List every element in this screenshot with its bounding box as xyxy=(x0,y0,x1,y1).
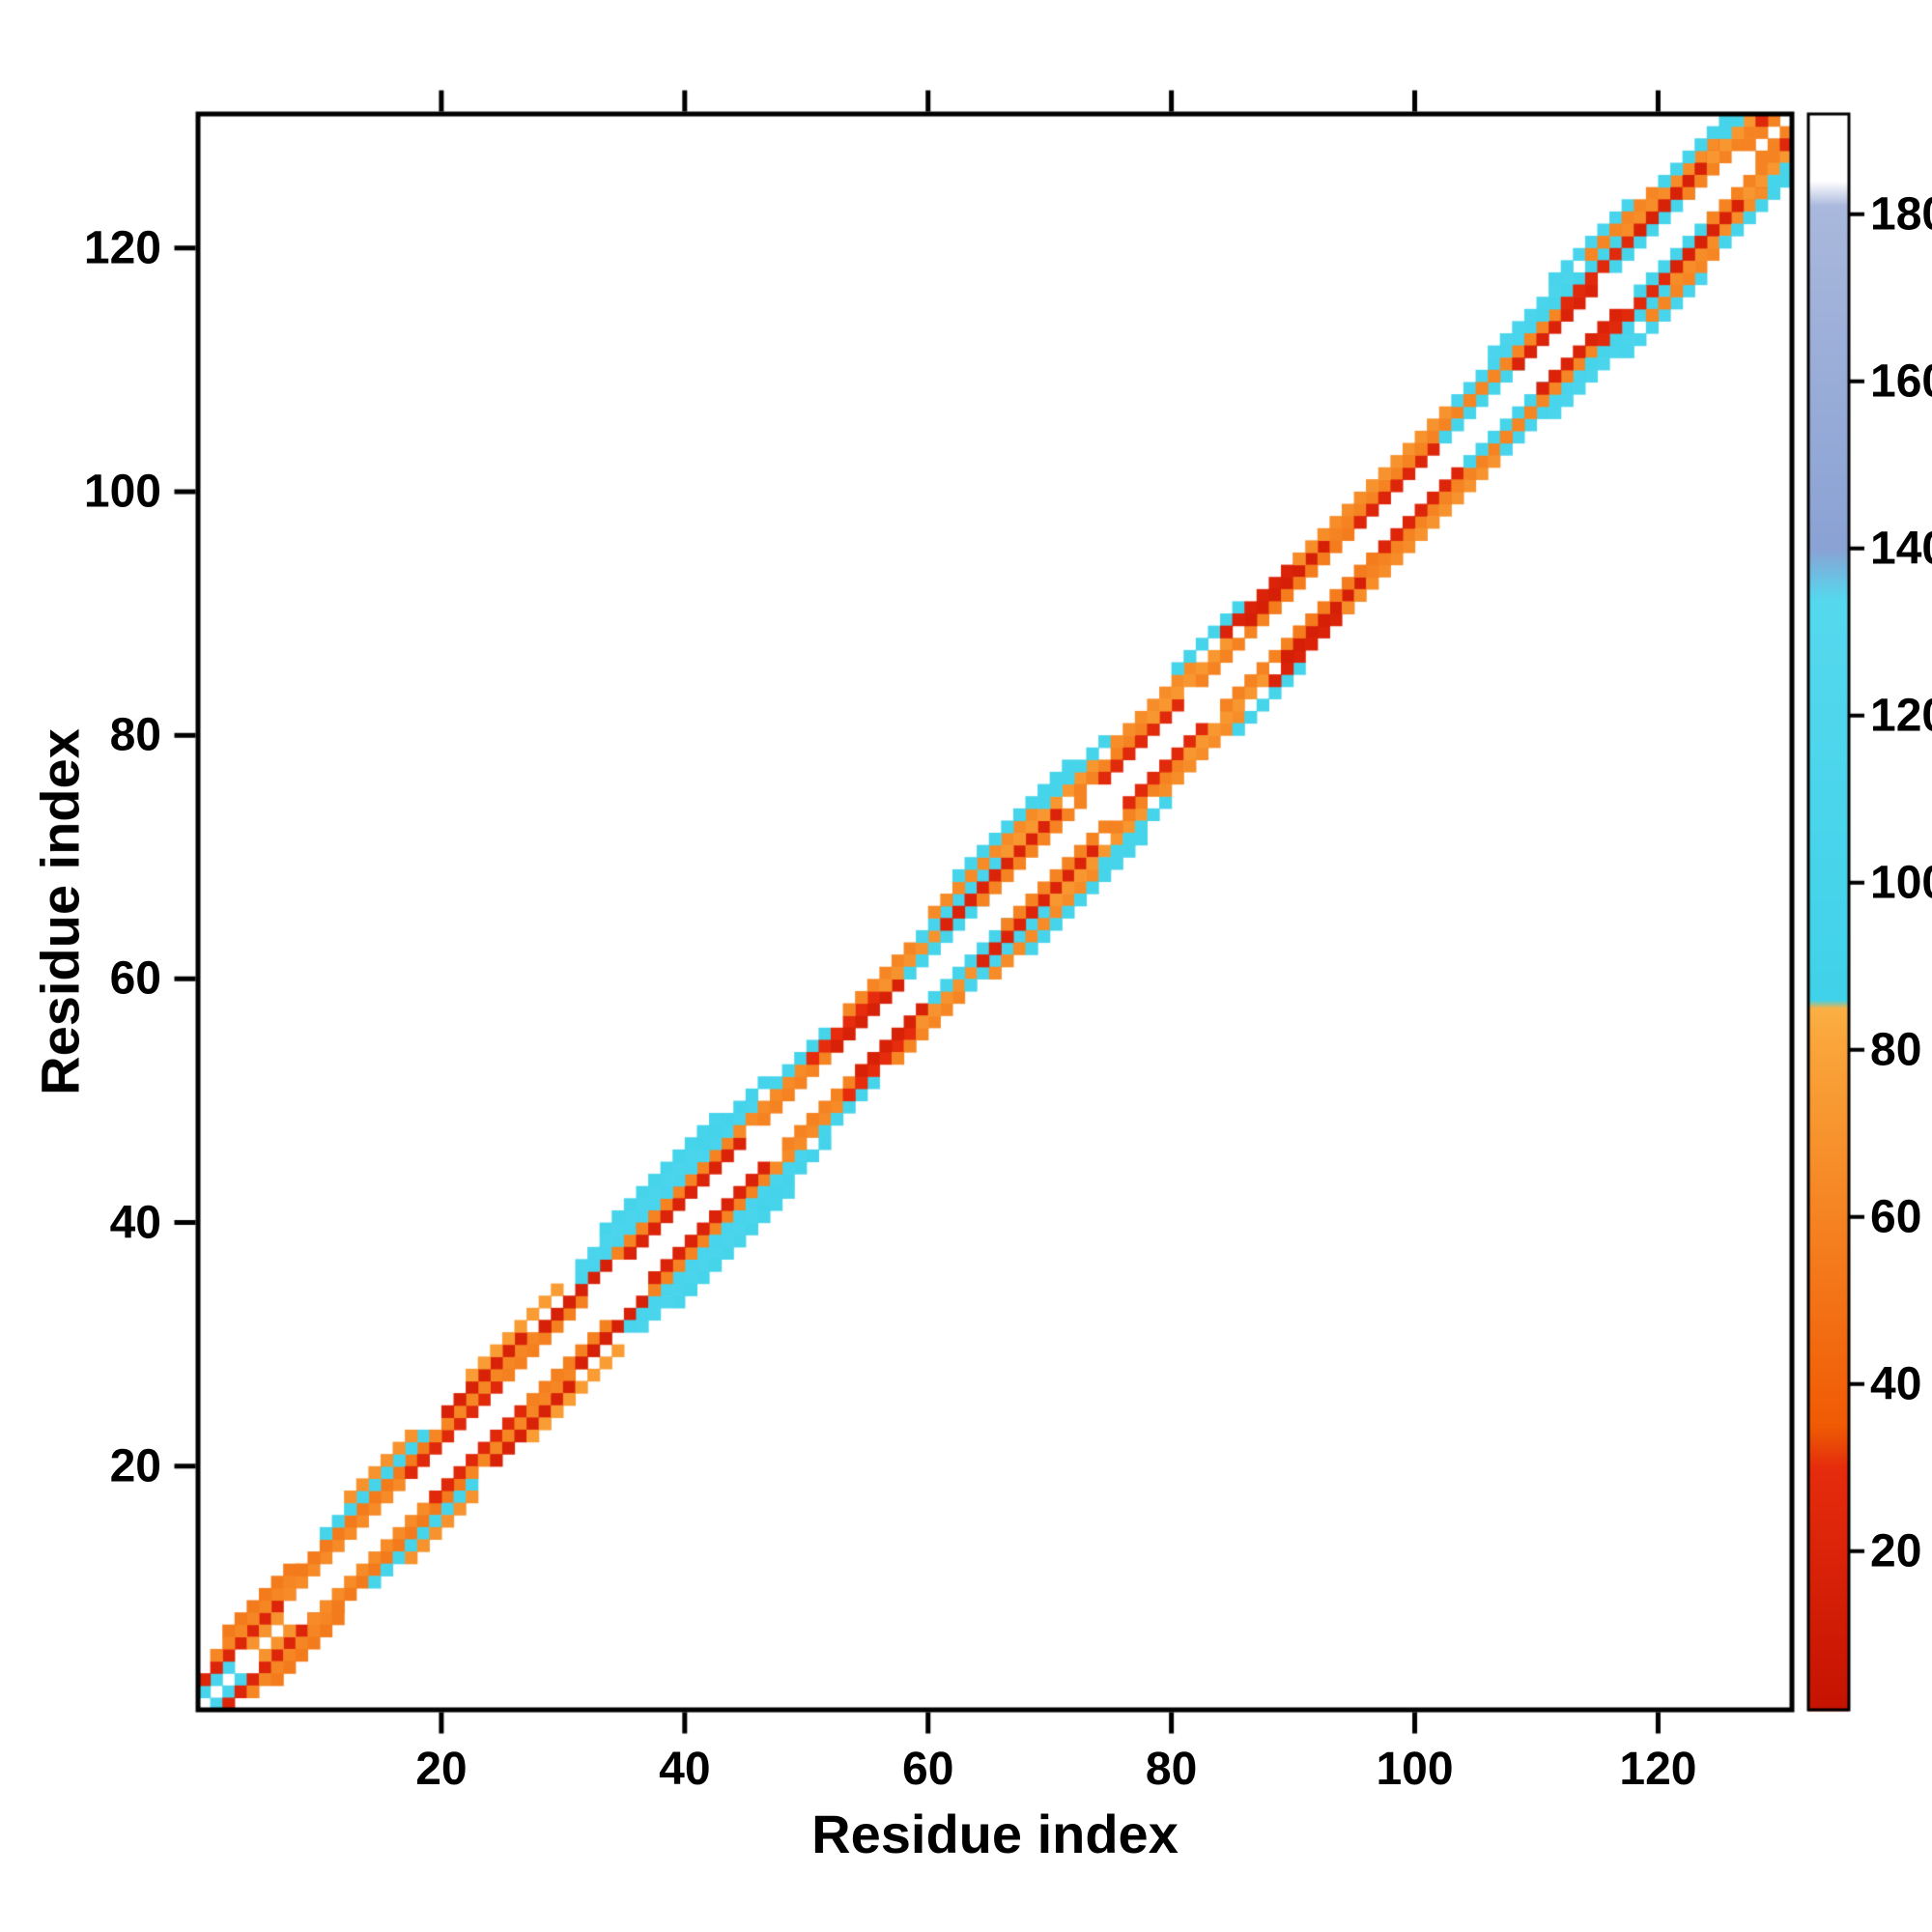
x-tick-label-120: 120 xyxy=(1619,1744,1697,1795)
y-axis-label: Residue index xyxy=(29,728,91,1095)
colorbar-tick-label-140: 140 xyxy=(1870,523,1932,575)
y-tick-label-80: 80 xyxy=(109,709,161,761)
colorbar-tick-label-160: 160 xyxy=(1870,355,1932,408)
y-tick-label-100: 100 xyxy=(83,466,161,518)
colorbar-tick-label-120: 120 xyxy=(1870,690,1932,742)
colorbar-tick-label-20: 20 xyxy=(1870,1525,1922,1577)
y-tick-label-20: 20 xyxy=(109,1440,161,1492)
y-tick-label-60: 60 xyxy=(109,952,161,1005)
colorbar-tick-label-180: 180 xyxy=(1870,188,1932,241)
x-tick-label-60: 60 xyxy=(902,1744,954,1795)
x-tick-label-40: 40 xyxy=(659,1744,711,1795)
y-tick-label-40: 40 xyxy=(109,1197,161,1249)
x-axis-label: Residue index xyxy=(811,1804,1179,1864)
colorbar-tick-label-40: 40 xyxy=(1870,1358,1922,1410)
x-tick-label-80: 80 xyxy=(1145,1744,1198,1795)
y-tick-label-120: 120 xyxy=(83,222,161,274)
colorbar-tick-label-80: 80 xyxy=(1870,1024,1922,1076)
x-tick-label-20: 20 xyxy=(415,1744,468,1795)
x-tick-label-100: 100 xyxy=(1376,1744,1454,1795)
colorbar-tick-label-60: 60 xyxy=(1870,1191,1922,1243)
colorbar-tick-label-100: 100 xyxy=(1870,857,1932,909)
